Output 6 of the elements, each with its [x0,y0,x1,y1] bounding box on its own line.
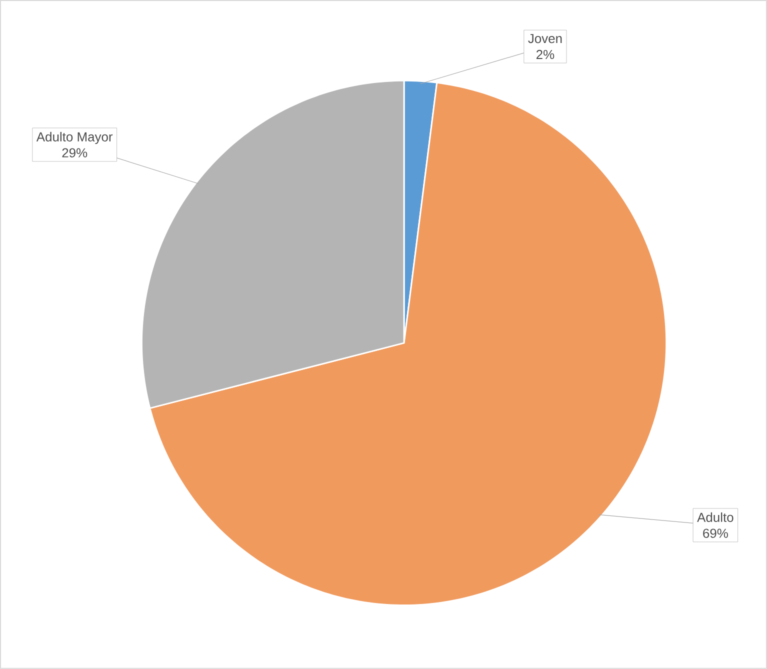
slice-label: Adulto [697,512,734,522]
data-label: 2% [536,50,554,60]
data-label: 69% [703,528,728,538]
slice-label: Adulto Mayor [36,132,113,144]
slice-label: Joven [528,34,562,44]
data-label: 29% [62,148,88,158]
